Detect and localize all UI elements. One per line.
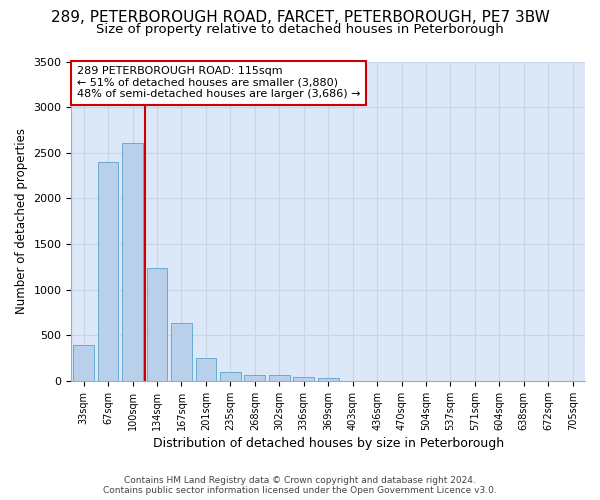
Bar bbox=[244, 375, 265, 381]
Text: Size of property relative to detached houses in Peterborough: Size of property relative to detached ho… bbox=[96, 22, 504, 36]
Bar bbox=[98, 162, 118, 381]
Bar bbox=[122, 142, 143, 381]
Bar bbox=[318, 378, 338, 381]
Text: 289, PETERBOROUGH ROAD, FARCET, PETERBOROUGH, PE7 3BW: 289, PETERBOROUGH ROAD, FARCET, PETERBOR… bbox=[50, 10, 550, 25]
Bar bbox=[220, 372, 241, 381]
Bar bbox=[73, 346, 94, 381]
Bar bbox=[293, 377, 314, 381]
Text: 289 PETERBOROUGH ROAD: 115sqm
← 51% of detached houses are smaller (3,880)
48% o: 289 PETERBOROUGH ROAD: 115sqm ← 51% of d… bbox=[77, 66, 360, 100]
Bar bbox=[269, 376, 290, 381]
Bar bbox=[146, 268, 167, 381]
Bar bbox=[171, 322, 192, 381]
Y-axis label: Number of detached properties: Number of detached properties bbox=[15, 128, 28, 314]
X-axis label: Distribution of detached houses by size in Peterborough: Distribution of detached houses by size … bbox=[152, 437, 504, 450]
Bar bbox=[196, 358, 217, 381]
Text: Contains HM Land Registry data © Crown copyright and database right 2024.
Contai: Contains HM Land Registry data © Crown c… bbox=[103, 476, 497, 495]
